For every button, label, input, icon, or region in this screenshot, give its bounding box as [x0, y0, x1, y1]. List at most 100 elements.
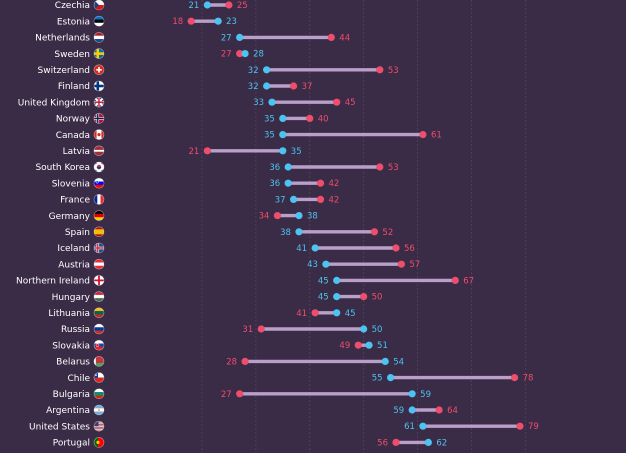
- flag-outline: [93, 258, 105, 270]
- flag-outline: [93, 323, 105, 335]
- series-a-value-label: 27: [221, 33, 232, 43]
- series-a-value-label: 35: [291, 147, 302, 157]
- series-a-point: [408, 406, 416, 414]
- flag-part: [97, 194, 101, 205]
- country-label: Portugal: [53, 439, 90, 449]
- series-b-point: [510, 374, 519, 382]
- argentina-flag-icon: [94, 405, 104, 415]
- flag-part: [94, 265, 104, 270]
- flag-part: [94, 421, 104, 422]
- series-a-point: [424, 438, 432, 446]
- chart-row: Finland 32 37: [58, 80, 312, 92]
- slovenia-flag-icon: [94, 178, 104, 189]
- series-b-point: [392, 438, 400, 446]
- flag-outline: [93, 129, 105, 140]
- flag-outline: [93, 145, 105, 157]
- iceland-flag-icon: [94, 243, 104, 253]
- series-a-point: [268, 98, 276, 106]
- series-b-point: [225, 1, 233, 9]
- flag-part: [94, 247, 104, 249]
- flag-part: [94, 117, 104, 120]
- series-a-point: [408, 390, 416, 398]
- flag-part: [94, 0, 104, 5]
- series-b-point: [360, 293, 368, 301]
- chart-row: Norway 35 40: [56, 113, 329, 125]
- series-a-point: [387, 374, 395, 382]
- series-b-point: [397, 260, 405, 268]
- series-b-point: [451, 276, 459, 284]
- flag-outline: [93, 339, 105, 351]
- flag-part: [94, 5, 104, 10]
- usa-flag-icon: [94, 421, 104, 432]
- series-a-value-label: 33: [253, 98, 264, 108]
- series-b-point: [370, 228, 379, 236]
- flag-outline: [93, 372, 105, 383]
- flag-part: [94, 324, 104, 328]
- chart-row: Argentina 59 64: [46, 404, 458, 416]
- estonia-flag-icon: [94, 16, 104, 27]
- flag-part: [94, 372, 104, 378]
- flag-outline: [93, 226, 105, 238]
- chart-row: Germany 38 34: [49, 210, 318, 222]
- chart-row: Chile 55 78: [67, 372, 534, 384]
- flag-outline: [93, 210, 105, 221]
- switzerland-flag-icon: [94, 64, 104, 75]
- series-b-value-label: 42: [329, 195, 340, 205]
- norway-flag-icon: [94, 113, 104, 124]
- country-label: Argentina: [46, 406, 90, 416]
- series-a-point: [381, 357, 389, 365]
- country-label: Latvia: [63, 147, 90, 157]
- russia-flag-icon: [94, 324, 104, 334]
- flag-part: [94, 184, 104, 189]
- country-label: United Kingdom: [18, 98, 90, 108]
- flag-part: [94, 424, 104, 426]
- flag-part: [94, 429, 104, 431]
- germany-flag-icon: [94, 210, 104, 221]
- series-b-value-label: 49: [339, 341, 350, 351]
- country-label: Slovakia: [52, 341, 90, 351]
- chart-row: Portugal 62 56: [53, 437, 447, 449]
- series-b-point: [311, 309, 319, 317]
- country-label: Estonia: [57, 17, 90, 27]
- flag-part: [94, 16, 104, 20]
- series-a-value-label: 32: [248, 66, 259, 76]
- flag-part: [94, 356, 104, 363]
- country-label: Canada: [56, 131, 90, 141]
- chart-row: Austria 43 57: [58, 258, 420, 270]
- series-a-value-label: 45: [318, 293, 329, 303]
- series-b-value-label: 53: [388, 66, 399, 76]
- series-b-value-label: 78: [523, 374, 534, 384]
- flag-part: [94, 423, 104, 425]
- finland-flag-icon: [94, 81, 104, 91]
- flag-part: [94, 229, 104, 235]
- chart-row: South Korea 36 53: [35, 161, 399, 173]
- series-a-point: [241, 50, 249, 58]
- flag-part: [94, 426, 104, 428]
- flag-part: [94, 259, 104, 263]
- series-a-point: [284, 163, 292, 171]
- country-label: Russia: [61, 325, 90, 335]
- series-a-value-label: 61: [404, 422, 415, 432]
- flag-outline: [93, 356, 105, 367]
- series-b-value-label: 27: [221, 390, 232, 400]
- flag-part: [94, 330, 104, 334]
- belarus-flag-icon: [94, 356, 104, 367]
- flag-part: [97, 133, 101, 137]
- canada-flag-icon: [94, 129, 104, 140]
- flag-part: [98, 409, 100, 411]
- country-label: Bulgaria: [53, 390, 90, 400]
- series-a-point: [279, 114, 287, 122]
- chart-row: United States 61 79: [29, 420, 539, 432]
- series-b-point: [419, 131, 427, 139]
- chart-row: France 37 42: [60, 194, 340, 206]
- series-b-point: [203, 147, 211, 155]
- flag-outline: [93, 242, 105, 254]
- slovakia-flag-icon: [94, 340, 104, 351]
- series-b-value-label: 41: [296, 309, 307, 319]
- flag-part: [94, 428, 104, 430]
- rows-layer: Czechia 21 25 Estonia 23 18 Netherlands 27 44 Swe…: [16, 0, 539, 449]
- flag-part: [94, 411, 104, 415]
- chart-row: Latvia 35 21: [63, 145, 302, 157]
- series-a-value-label: 36: [269, 163, 280, 173]
- series-a-point: [295, 228, 303, 236]
